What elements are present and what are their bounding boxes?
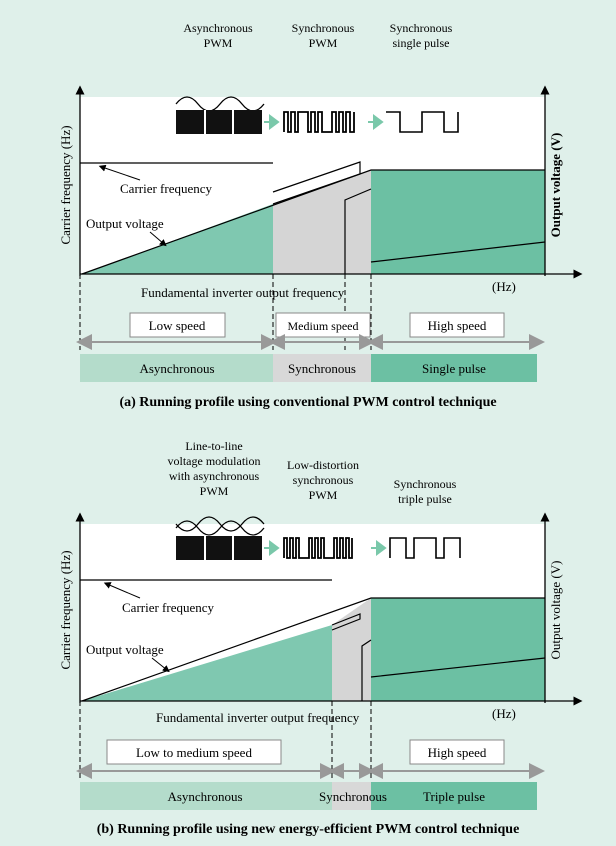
band-label-a-single: Single pulse xyxy=(422,361,486,376)
mode-label-line: synchronous xyxy=(293,473,354,487)
mode-label-line: Synchronous xyxy=(292,21,355,35)
mode-label-line: single pulse xyxy=(393,36,450,50)
voltage-line-a xyxy=(81,169,545,275)
speed-box-b-high xyxy=(409,739,505,765)
mode-label-line: triple pulse xyxy=(398,492,452,506)
single-pulse-wave-icon xyxy=(386,111,459,133)
mode-label-line: PWM xyxy=(204,36,233,50)
carrier-line-b-triple xyxy=(370,657,546,678)
y-left-label-a: Carrier frequency (Hz) xyxy=(58,125,73,244)
sine-wave-icon xyxy=(175,520,265,536)
arrow-right-icon xyxy=(264,540,280,556)
triple-pulse-wave-icon xyxy=(389,537,461,559)
voltage-pointer-b xyxy=(151,657,170,673)
speed-label-a-high: High speed xyxy=(428,318,487,333)
mode-label-line: Asynchronous xyxy=(183,21,253,35)
caption-b: (b) Running profile using new energy-eff… xyxy=(97,822,520,837)
y-left-label-b: Carrier frequency (Hz) xyxy=(58,550,73,669)
band-label-b-async: Asynchronous xyxy=(167,789,242,804)
sine-wave-icon xyxy=(175,516,265,532)
x-label-b: Fundamental inverter output frequency xyxy=(156,710,360,725)
band-a-async xyxy=(80,354,273,382)
mode-label-line: Synchronous xyxy=(390,21,453,35)
arrow-right-icon xyxy=(371,540,387,556)
mode-label-b-sync: Low-distortion synchronous PWM xyxy=(287,458,359,502)
voltage-fill-b-high xyxy=(371,598,545,701)
async-pwm-block-icon xyxy=(176,536,262,560)
voltage-pointer-a xyxy=(149,231,167,247)
mode-label-line: Line-to-line xyxy=(185,439,242,453)
arrow-right-icon xyxy=(368,114,384,130)
waveform-icons-a xyxy=(175,96,459,134)
mode-label-line: Synchronous xyxy=(394,477,457,491)
carrier-line-a-single xyxy=(370,241,546,263)
carrier-label-a: Carrier frequency xyxy=(120,181,213,196)
x-label-a: Fundamental inverter output frequency xyxy=(141,285,345,300)
band-a-single xyxy=(371,354,537,382)
drop-line-b xyxy=(361,639,372,701)
speed-label-b-low: Low to medium speed xyxy=(136,745,252,760)
mode-label-a-single: Synchronous single pulse xyxy=(390,21,453,50)
arrow-right-icon xyxy=(264,114,280,130)
drop-line-a xyxy=(344,188,372,274)
band-a-sync xyxy=(273,354,371,382)
mode-label-line: with asynchronous xyxy=(169,469,260,483)
carrier-pointer-b xyxy=(103,582,141,599)
voltage-line-b xyxy=(81,597,545,702)
speed-label-b-high: High speed xyxy=(428,745,487,760)
voltage-label-a: Output voltage xyxy=(86,216,164,231)
band-label-a-sync: Synchronous xyxy=(288,361,356,376)
voltage-fill-b-low xyxy=(82,625,332,701)
band-label-b-sync: Synchronous xyxy=(319,789,387,804)
mode-label-line: Low-distortion xyxy=(287,458,359,472)
mode-label-line: PWM xyxy=(200,484,229,498)
async-pwm-block-icon xyxy=(176,110,262,134)
mode-label-a-async: Asynchronous PWM xyxy=(183,21,253,50)
speed-box-a-high xyxy=(409,312,505,338)
band-label-a-async: Asynchronous xyxy=(139,361,214,376)
band-b-async xyxy=(80,782,332,810)
carrier-label-b: Carrier frequency xyxy=(122,600,215,615)
diagram-a: Asynchronous PWM Synchronous PWM Synchrono… xyxy=(58,21,583,410)
mode-label-a-sync: Synchronous PWM xyxy=(292,21,355,50)
y-right-label-a: Output voltage (V) xyxy=(548,133,563,238)
low-distortion-pwm-wave-icon xyxy=(283,537,353,559)
speed-label-a-mid: Medium speed xyxy=(288,319,359,333)
voltage-label-b: Output voltage xyxy=(86,642,164,657)
mode-label-line: PWM xyxy=(309,488,338,502)
diagram-b: Line-to-line voltage modulation with async… xyxy=(58,439,583,837)
y-right-label-b: Output voltage (V) xyxy=(548,561,563,660)
sync-pwm-wave-icon xyxy=(283,111,355,133)
voltage-fill-a-high xyxy=(371,170,545,274)
mode-label-b-async: Line-to-line voltage modulation with async… xyxy=(168,439,261,498)
waveform-icons-b xyxy=(175,516,461,560)
voltage-fill-b-mid xyxy=(332,598,371,701)
band-b-sync xyxy=(332,782,371,810)
band-label-b-triple: Triple pulse xyxy=(423,789,485,804)
speed-box-a-mid xyxy=(275,312,371,338)
caption-a: (a) Running profile using conventional P… xyxy=(119,395,496,410)
band-b-triple xyxy=(371,782,537,810)
x-unit-b: (Hz) xyxy=(492,706,516,721)
speed-label-a-low: Low speed xyxy=(149,318,206,333)
speed-box-a-low xyxy=(129,312,226,338)
x-unit-a: (Hz) xyxy=(492,279,516,294)
sine-wave-icon xyxy=(175,96,265,112)
carrier-pointer-a xyxy=(98,164,141,181)
carrier-line-b-sync xyxy=(331,613,361,631)
speed-box-b-low xyxy=(106,739,282,765)
mode-label-b-triple: Synchronous triple pulse xyxy=(394,477,457,506)
mode-label-line: PWM xyxy=(309,36,338,50)
mode-label-line: voltage modulation xyxy=(168,454,261,468)
